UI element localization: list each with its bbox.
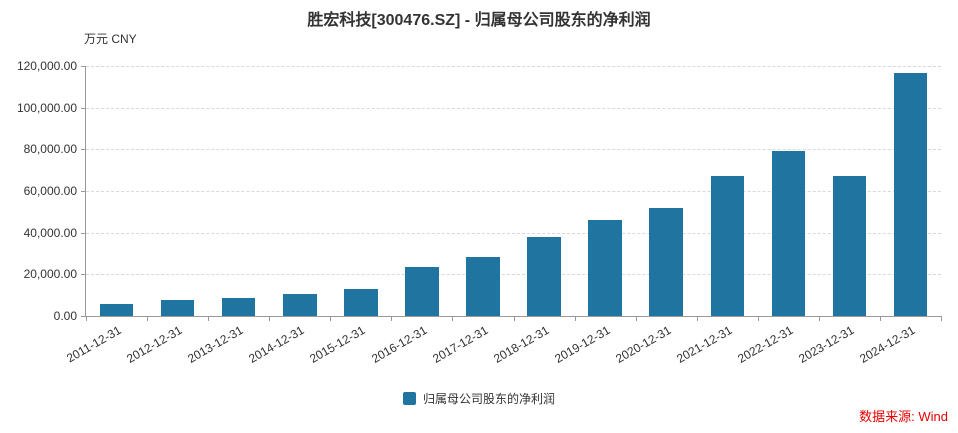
x-tick-label: 2017-12-31 <box>429 323 491 366</box>
x-axis-tick <box>330 316 332 321</box>
bar-band: 2013-12-31 <box>186 66 269 366</box>
x-tick-label: 2012-12-31 <box>124 323 185 366</box>
x-axis-tick <box>696 316 698 321</box>
y-tick-label: 60,000.00 <box>23 184 77 198</box>
legend-swatch-icon <box>402 392 416 405</box>
bar-band: 2018-12-31 <box>491 66 575 366</box>
gridline <box>86 66 941 67</box>
y-tick-label: 0.00 <box>53 309 77 323</box>
x-tick-label: 2018-12-31 <box>490 323 552 366</box>
legend: 归属母公司股东的净利润 <box>0 390 958 407</box>
y-tick-label: 80,000.00 <box>23 142 77 157</box>
y-axis-tick <box>81 149 86 151</box>
legend-label: 归属母公司股东的净利润 <box>422 392 555 406</box>
x-axis-tick <box>269 316 271 321</box>
y-axis-tick <box>81 316 86 317</box>
bar[interactable] <box>99 303 134 316</box>
y-tick-label: 100,000.00 <box>16 100 77 115</box>
y-tick-label: 20,000.00 <box>23 267 77 282</box>
data-source: 数据来源: Wind <box>859 409 948 424</box>
bar[interactable] <box>282 294 317 316</box>
x-axis-tick <box>757 316 759 321</box>
x-axis-tick <box>208 316 210 321</box>
y-axis-unit-label: 万元 CNY <box>84 32 137 46</box>
x-tick-label: 2019-12-31 <box>552 323 613 366</box>
bar-band: 2024-12-31 <box>857 66 941 366</box>
bar-band: 2014-12-31 <box>247 66 330 366</box>
gridline <box>86 149 941 151</box>
bar[interactable] <box>649 207 684 316</box>
gridline <box>86 191 941 192</box>
bar[interactable] <box>588 219 622 316</box>
y-tick-label: 40,000.00 <box>23 225 77 240</box>
legend-item[interactable]: 归属母公司股东的净利润 <box>402 390 555 407</box>
bar[interactable] <box>221 297 256 316</box>
plot-area: 0.00 20,000.00 40,000.00 60,000.00 80,000.00… <box>17 59 942 366</box>
bar[interactable] <box>405 267 439 316</box>
bar-band: 2020-12-31 <box>613 66 697 366</box>
x-axis-tick <box>452 316 454 321</box>
x-tick-label: 2022-12-31 <box>735 323 796 366</box>
bar[interactable] <box>893 73 928 316</box>
x-axis-tick <box>941 316 942 321</box>
y-axis-tick <box>81 274 86 276</box>
x-tick-label: 2013-12-31 <box>185 323 246 366</box>
bar-band: 2023-12-31 <box>796 66 880 366</box>
bar-band: 2015-12-31 <box>308 66 391 366</box>
x-axis-tick <box>574 316 576 321</box>
x-axis-tick <box>818 316 820 321</box>
x-tick-label: 2014-12-31 <box>246 323 307 366</box>
bar[interactable] <box>466 257 500 316</box>
bar[interactable] <box>527 236 561 316</box>
bar-band: 2022-12-31 <box>735 66 819 366</box>
x-tick-label: 2011-12-31 <box>64 323 124 366</box>
gridline <box>86 107 941 109</box>
y-axis-tick <box>81 191 86 192</box>
x-axis-tick <box>147 316 149 321</box>
bars-layer: 2011-12-31 2012-12-31 2013-12-31 2014-12-31… <box>64 66 941 366</box>
bar-band: 2012-12-31 <box>124 66 208 366</box>
x-tick-label: 2015-12-31 <box>307 323 368 366</box>
y-axis-tick <box>81 232 86 234</box>
chart-title: 胜宏科技[300476.SZ] - 归属母公司股东的净利润 <box>307 12 651 29</box>
x-axis-tick <box>513 316 515 321</box>
bar-band: 2021-12-31 <box>674 66 758 366</box>
x-tick-label: 2023-12-31 <box>796 323 857 366</box>
bar-band: 2011-12-31 <box>64 66 147 365</box>
y-axis-tick <box>81 107 86 109</box>
bar[interactable] <box>832 176 867 316</box>
bar[interactable] <box>160 299 195 316</box>
gridline <box>86 232 941 234</box>
x-tick-label: 2020-12-31 <box>613 323 674 366</box>
x-axis-tick <box>879 316 881 321</box>
bar-band: 2019-12-31 <box>552 66 636 366</box>
gridline <box>86 274 941 276</box>
y-axis-tick <box>81 66 86 67</box>
x-axis-tick <box>391 316 393 321</box>
bar-band: 2017-12-31 <box>430 66 513 366</box>
x-tick-label: 2024-12-31 <box>857 323 918 366</box>
x-axis-tick <box>635 316 637 321</box>
bar[interactable] <box>710 176 745 316</box>
x-axis-tick <box>86 316 87 321</box>
bar[interactable] <box>771 151 806 316</box>
y-tick-label: 120,000.00 <box>16 59 77 73</box>
bar-band: 2016-12-31 <box>369 66 452 366</box>
bar[interactable] <box>344 288 378 316</box>
x-tick-label: 2016-12-31 <box>368 323 429 366</box>
x-tick-label: 2021-12-31 <box>674 323 735 366</box>
